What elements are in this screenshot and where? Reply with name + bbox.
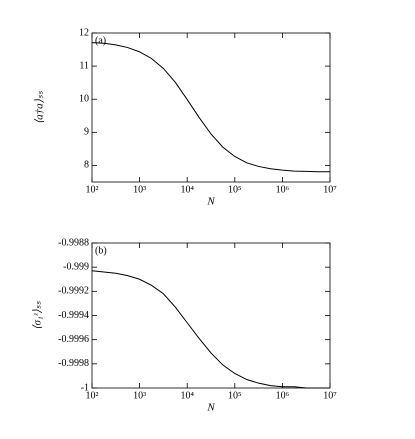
y-tick-label: -0.9992	[58, 286, 89, 297]
plot-frame	[91, 32, 331, 183]
y-tick-label: 8	[84, 160, 89, 171]
x-tick-label: 10⁵	[228, 390, 242, 401]
y-tick-label: 9	[84, 127, 89, 138]
y-tick-label: -0.9996	[58, 334, 89, 345]
x-tick-label: 10⁶	[276, 390, 290, 401]
x-tick-label: 10⁶	[276, 184, 290, 195]
x-tick-label: 10⁷	[323, 184, 337, 195]
data-line	[91, 270, 330, 389]
x-tick-label: 10²	[86, 184, 99, 195]
x-tick-label: 10³	[133, 390, 146, 401]
y-tick-label: -1	[81, 382, 89, 393]
x-tick-label: 10⁵	[228, 184, 242, 195]
y-tick-label: -0.9988	[58, 237, 89, 248]
x-tick-label: 10⁷	[323, 390, 337, 401]
y-tick-label: -0.9994	[58, 310, 89, 321]
panel-label: (a)	[95, 35, 106, 46]
y-tick-label: 10	[79, 94, 89, 105]
y-axis-label: ⟨σ₁ᶻ⟩ₛₛ	[32, 300, 44, 330]
x-axis-label: N	[206, 196, 215, 208]
x-tick-label: 10⁴	[180, 390, 194, 401]
y-axis-label: ⟨a†a⟩ₛₛ	[34, 90, 46, 124]
x-tick-label: 10³	[133, 184, 146, 195]
data-line	[91, 42, 330, 173]
x-tick-label: 10²	[86, 390, 99, 401]
x-tick-label: 10⁴	[180, 184, 194, 195]
panel-label: (b)	[95, 245, 107, 256]
y-tick-label: 11	[79, 60, 89, 71]
x-axis-label: N	[206, 402, 215, 414]
plot-frame	[91, 242, 331, 389]
y-tick-label: -0.999	[63, 261, 89, 272]
y-tick-label: 12	[79, 27, 89, 38]
y-tick-label: -0.9998	[58, 358, 89, 369]
